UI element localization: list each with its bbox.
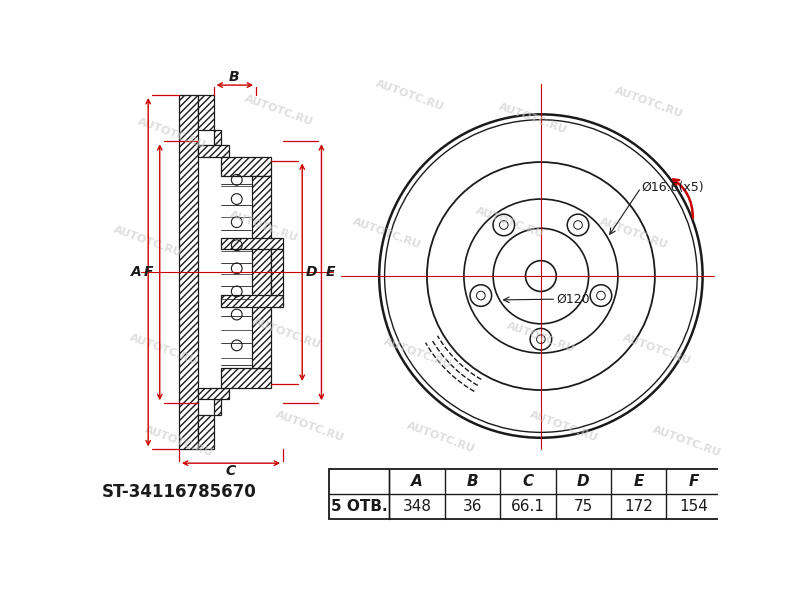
Polygon shape (222, 368, 271, 388)
Text: AUTOTC.RU: AUTOTC.RU (652, 425, 722, 458)
Text: AUTOTC.RU: AUTOTC.RU (529, 409, 599, 443)
Polygon shape (198, 388, 229, 399)
Text: AUTOTC.RU: AUTOTC.RU (374, 78, 446, 112)
Text: 75: 75 (574, 499, 593, 514)
Text: AUTOTC.RU: AUTOTC.RU (113, 224, 184, 259)
Text: AUTOTC.RU: AUTOTC.RU (613, 86, 684, 120)
Text: AUTOTC.RU: AUTOTC.RU (143, 425, 214, 458)
Text: AUTOTC.RU: AUTOTC.RU (228, 209, 299, 243)
Polygon shape (198, 145, 229, 157)
Text: AUTOTC.RU: AUTOTC.RU (474, 205, 546, 239)
Text: E: E (326, 265, 335, 279)
Text: C: C (226, 464, 236, 478)
Text: AUTOTC.RU: AUTOTC.RU (136, 116, 207, 151)
Text: ST-34116785670: ST-34116785670 (102, 482, 256, 500)
Text: AUTOTC.RU: AUTOTC.RU (128, 332, 199, 366)
Text: A: A (411, 474, 423, 489)
Text: AUTOTC.RU: AUTOTC.RU (251, 317, 322, 351)
Text: 66.1: 66.1 (511, 499, 545, 514)
Polygon shape (198, 415, 214, 449)
Text: 348: 348 (402, 499, 431, 514)
Text: AUTOTC.RU: AUTOTC.RU (243, 94, 314, 128)
Polygon shape (214, 130, 222, 145)
Text: B: B (466, 474, 478, 489)
Polygon shape (222, 157, 271, 176)
Text: AUTOTC.RU: AUTOTC.RU (621, 332, 692, 366)
Text: 36: 36 (462, 499, 482, 514)
Text: AUTOTC.RU: AUTOTC.RU (351, 217, 422, 251)
Text: AUTOTC.RU: AUTOTC.RU (382, 336, 454, 370)
Polygon shape (222, 238, 283, 249)
Text: D: D (577, 474, 590, 489)
Polygon shape (214, 399, 222, 415)
Text: E: E (634, 474, 644, 489)
Text: D: D (306, 265, 317, 279)
Bar (329, 469, 722, 520)
Text: 172: 172 (624, 499, 653, 514)
Text: AUTOTC.RU: AUTOTC.RU (506, 320, 577, 355)
Text: C: C (522, 474, 534, 489)
Polygon shape (252, 176, 271, 368)
Text: F: F (689, 474, 699, 489)
Text: AUTOTC.RU: AUTOTC.RU (498, 101, 569, 135)
Text: Ø16.6(x5): Ø16.6(x5) (641, 181, 704, 194)
Polygon shape (198, 95, 214, 130)
Polygon shape (271, 249, 283, 295)
Text: 5 ОТВ.: 5 ОТВ. (331, 499, 387, 514)
Text: F: F (143, 265, 153, 279)
Text: 154: 154 (680, 499, 709, 514)
Text: B: B (229, 70, 240, 85)
Text: AUTOTC.RU: AUTOTC.RU (406, 421, 476, 455)
Text: AUTOTC.RU: AUTOTC.RU (274, 409, 346, 443)
Text: A: A (131, 265, 142, 279)
Text: AUTOTC.RU: AUTOTC.RU (598, 217, 669, 251)
Polygon shape (179, 95, 198, 449)
Polygon shape (222, 295, 283, 307)
Text: Ø120: Ø120 (556, 293, 590, 305)
